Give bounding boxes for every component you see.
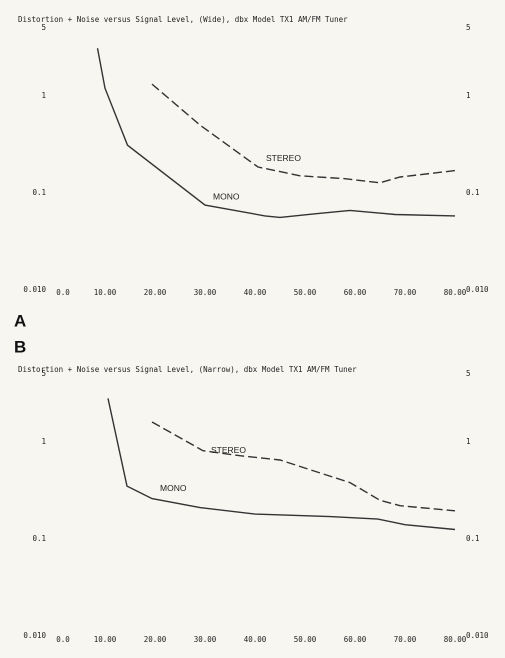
x-tick-label: 80.00 — [444, 635, 467, 644]
panel-label: B — [14, 337, 26, 356]
y2-tick-label: 0.010 — [466, 631, 489, 640]
x-tick-label: 60.00 — [344, 635, 367, 644]
y2-tick-label: 5 — [466, 23, 471, 32]
x-tick-label: 60.00 — [344, 288, 367, 297]
series-label: MONO — [213, 191, 240, 201]
x-tick-label: 0.0 — [56, 635, 70, 644]
y-tick-label: 0.1 — [32, 188, 46, 197]
y-tick-label: 1 — [41, 437, 46, 446]
panel-label: A — [14, 311, 26, 330]
y-tick-label: 0.010 — [23, 285, 46, 294]
x-tick-label: 30.00 — [194, 288, 217, 297]
series-line — [107, 398, 456, 531]
x-tick-label: 70.00 — [394, 635, 417, 644]
x-tick-label: 40.00 — [244, 288, 267, 297]
y2-tick-label: 0.1 — [466, 534, 480, 543]
y-tick-label: 1 — [41, 91, 46, 100]
y-tick-label: 5 — [41, 23, 46, 32]
y-tick-label: 0.1 — [32, 534, 46, 543]
series-label: STEREO — [266, 153, 301, 163]
x-tick-label: 40.00 — [244, 635, 267, 644]
x-tick-label: 20.00 — [144, 635, 167, 644]
y-tick-label: 0.010 — [23, 631, 46, 640]
series-line — [151, 421, 456, 512]
x-tick-label: 50.00 — [294, 288, 317, 297]
series-line — [151, 83, 456, 184]
series-label: MONO — [160, 483, 187, 493]
series-label: STEREO — [211, 445, 246, 455]
chart-title: Distortion + Noise versus Signal Level, … — [18, 15, 348, 24]
y2-tick-label: 1 — [466, 91, 471, 100]
series-line — [96, 48, 456, 219]
x-tick-label: 80.00 — [444, 288, 467, 297]
y-tick-label: 5 — [41, 369, 46, 378]
x-tick-label: 30.00 — [194, 635, 217, 644]
x-tick-label: 70.00 — [394, 288, 417, 297]
chart-title: Distortion + Noise versus Signal Level, … — [18, 365, 357, 374]
x-tick-label: 10.00 — [94, 288, 117, 297]
x-tick-label: 50.00 — [294, 635, 317, 644]
y2-tick-label: 5 — [466, 369, 471, 378]
x-tick-label: 10.00 — [94, 635, 117, 644]
y2-tick-label: 0.1 — [466, 188, 480, 197]
x-tick-label: 0.0 — [56, 288, 70, 297]
y2-tick-label: 1 — [466, 437, 471, 446]
y2-tick-label: 0.010 — [466, 285, 489, 294]
x-tick-label: 20.00 — [144, 288, 167, 297]
